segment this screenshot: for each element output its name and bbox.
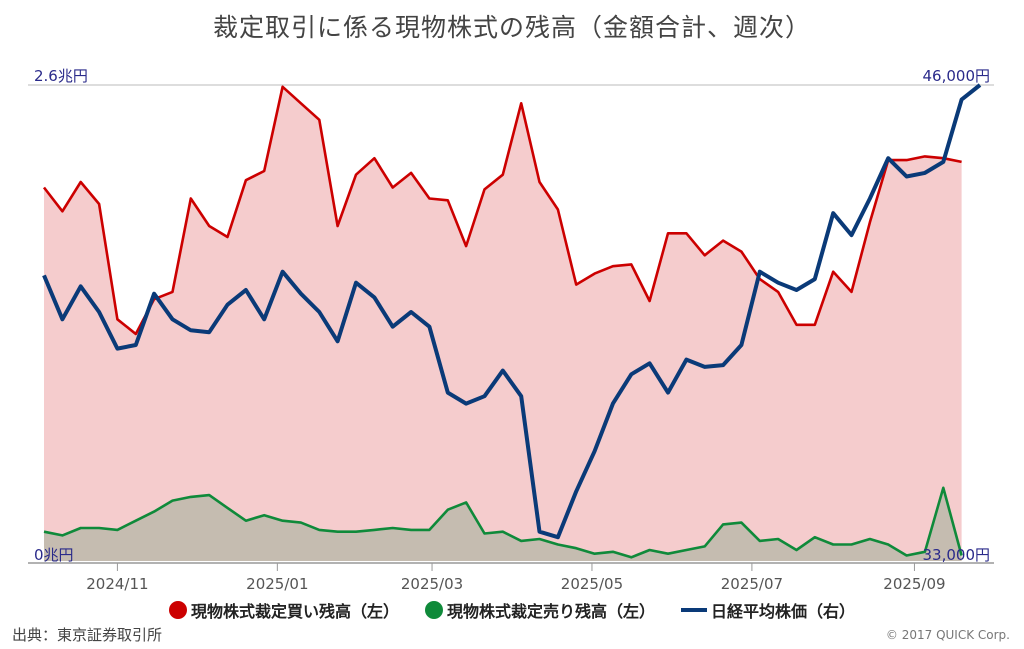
- source-note: 出典：東京証券取引所: [12, 626, 163, 644]
- buy-series-area: [44, 86, 962, 562]
- sell-series-area: [44, 487, 962, 561]
- left-axis-bottom-label: 0兆円: [34, 546, 74, 564]
- legend-item-sell[interactable]: 現物株式裁定売り残高（左）: [424, 598, 655, 622]
- legend-item-nikkei[interactable]: 日経平均株価（右）: [681, 598, 855, 622]
- right-axis-top-label: 46,000円: [923, 67, 991, 85]
- left-axis-top-label: 2.6兆円: [34, 67, 88, 85]
- chart-legend: 現物株式裁定買い残高（左） 現物株式裁定売り残高（左） 日経平均株価（右）: [0, 598, 1024, 622]
- nikkei-series-line: [42, 83, 982, 540]
- legend-buy-label: 現物株式裁定買い残高（左）: [190, 602, 399, 621]
- legend-item-buy[interactable]: 現物株式裁定買い残高（左）: [168, 598, 399, 622]
- copyright-note: © 2017 QUICK Corp.: [885, 628, 1010, 642]
- x-tick-label: 2024/11: [86, 575, 148, 593]
- x-tick-label: 2025/07: [721, 575, 783, 593]
- chart-title: 裁定取引に係る現物株式の残高（金額合計、週次）: [212, 13, 811, 42]
- legend-buy-swatch: [168, 601, 187, 619]
- legend-nikkei-swatch: [681, 608, 707, 612]
- x-tick-label: 2025/01: [246, 575, 308, 593]
- buy-series-line: [42, 85, 962, 336]
- right-axis-bottom-label: 33,000円: [923, 546, 991, 564]
- sell-series-line: [43, 486, 963, 559]
- x-tick-label: 2025/03: [401, 575, 463, 593]
- legend-sell-label: 現物株式裁定売り残高（左）: [446, 602, 655, 621]
- legend-sell-swatch: [424, 601, 443, 619]
- x-tick-label: 2025/09: [883, 575, 945, 593]
- legend-nikkei-label: 日経平均株価（右）: [711, 602, 856, 621]
- x-tick-label: 2025/05: [561, 575, 623, 593]
